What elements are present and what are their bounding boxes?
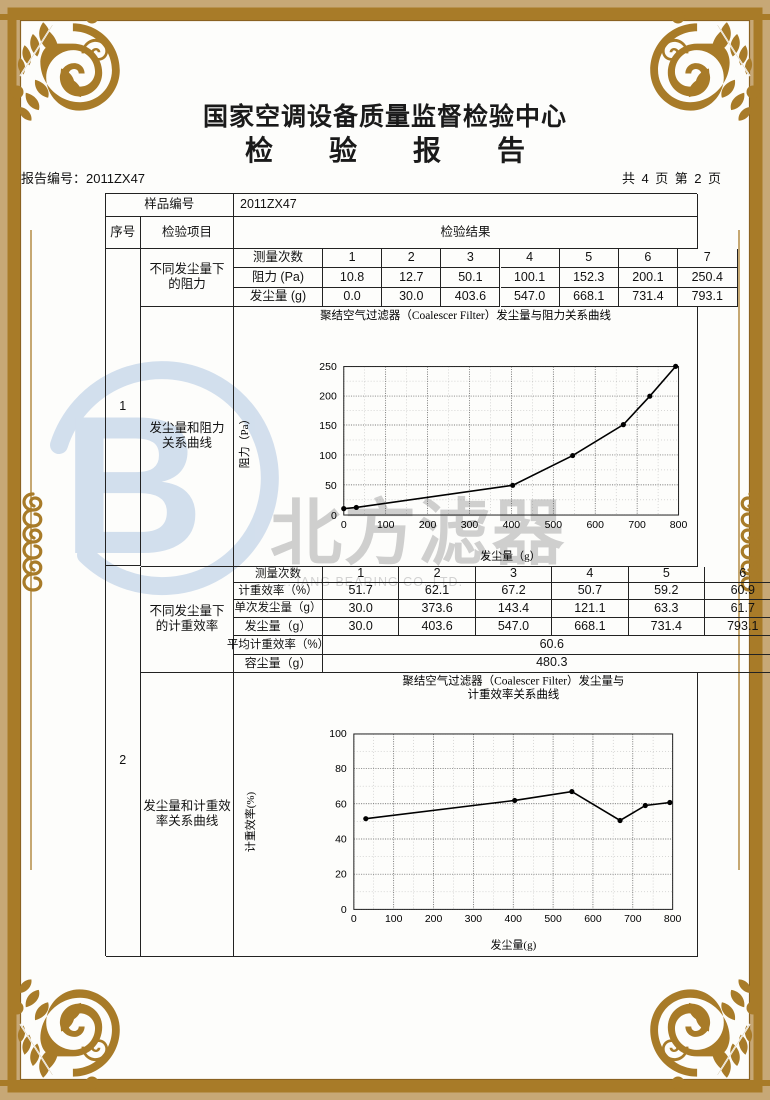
svg-text:发尘量(g): 发尘量(g)	[491, 938, 537, 952]
svg-text:200: 200	[419, 519, 437, 530]
svg-text:600: 600	[586, 519, 604, 530]
svg-text:0: 0	[331, 510, 337, 521]
svg-text:0: 0	[341, 905, 347, 916]
svg-text:800: 800	[670, 519, 688, 530]
svg-text:计重效率(%): 计重效率(%)	[243, 792, 257, 853]
svg-text:800: 800	[664, 914, 682, 925]
svg-text:700: 700	[624, 914, 642, 925]
svg-text:60: 60	[335, 800, 347, 811]
svg-text:计重效率关系曲线: 计重效率关系曲线	[468, 688, 560, 702]
svg-text:300: 300	[461, 519, 479, 530]
svg-text:150: 150	[319, 421, 337, 432]
svg-text:20: 20	[335, 870, 347, 881]
svg-text:阻力（Pa）: 阻力（Pa）	[238, 413, 251, 468]
svg-text:聚结空气过滤器（Coalescer Filter）发尘量与阻: 聚结空气过滤器（Coalescer Filter）发尘量与阻力关系曲线	[320, 308, 611, 322]
svg-text:50: 50	[325, 480, 337, 491]
svg-text:100: 100	[329, 729, 347, 740]
svg-text:100: 100	[319, 450, 337, 461]
svg-text:80: 80	[335, 764, 347, 775]
svg-text:聚结空气过滤器（Coalescer Filter）发尘量与: 聚结空气过滤器（Coalescer Filter）发尘量与	[402, 674, 624, 688]
svg-text:400: 400	[505, 914, 523, 925]
svg-text:700: 700	[628, 519, 646, 530]
svg-text:250: 250	[319, 362, 337, 373]
svg-text:100: 100	[377, 519, 395, 530]
svg-text:400: 400	[503, 519, 521, 530]
svg-text:500: 500	[545, 519, 563, 530]
svg-text:200: 200	[425, 914, 443, 925]
svg-text:300: 300	[465, 914, 483, 925]
svg-text:500: 500	[544, 914, 562, 925]
svg-text:200: 200	[319, 391, 337, 402]
svg-text:0: 0	[341, 519, 347, 530]
svg-text:0: 0	[351, 914, 357, 925]
svg-text:100: 100	[385, 914, 403, 925]
svg-text:600: 600	[584, 914, 602, 925]
svg-text:40: 40	[335, 835, 347, 846]
svg-text:发尘量（g）: 发尘量（g）	[480, 548, 540, 562]
